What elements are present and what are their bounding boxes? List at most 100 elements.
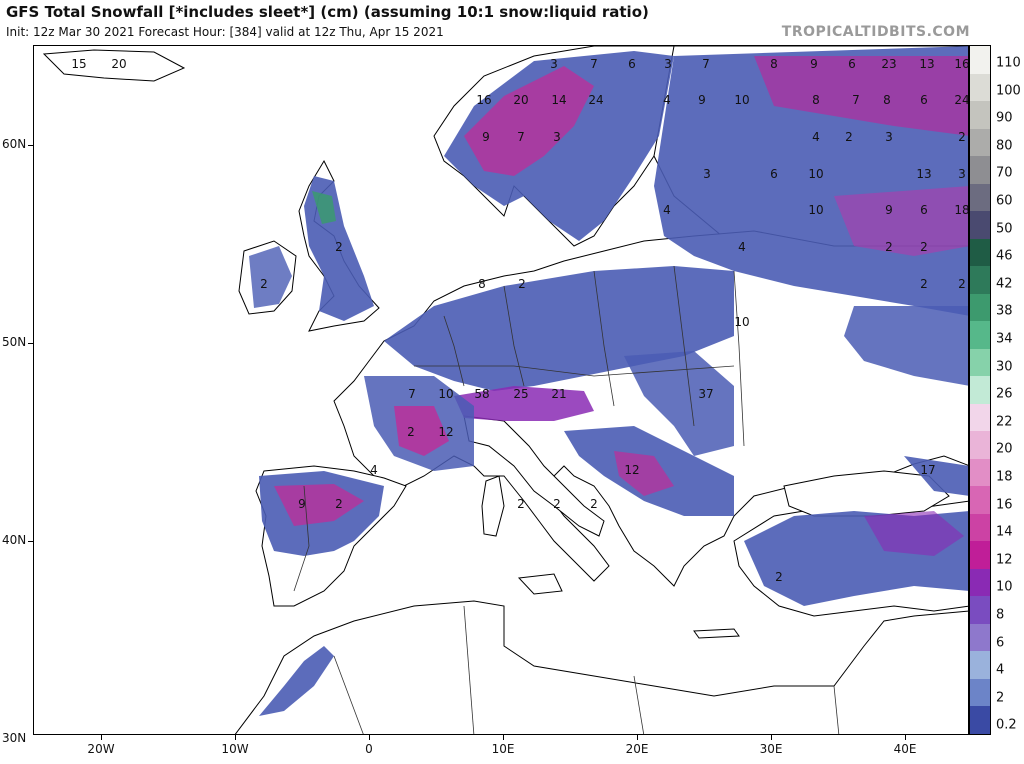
snowfall-value-label: 2 bbox=[920, 277, 928, 291]
snow-iberia-core bbox=[274, 484, 364, 526]
border-line bbox=[673, 265, 695, 427]
snowfall-value-label: 24 bbox=[954, 93, 969, 107]
border-line bbox=[443, 315, 465, 387]
snow-atlas bbox=[259, 646, 334, 716]
colorbar-level-label: 70 bbox=[996, 165, 1013, 181]
snowfall-value-label: 10 bbox=[808, 203, 823, 217]
map-title: GFS Total Snowfall [*includes sleet*] (c… bbox=[6, 3, 649, 21]
colorbar-level-label: 42 bbox=[996, 276, 1013, 292]
snowfall-value-label: 2 bbox=[590, 497, 598, 511]
snowfall-value-label: 20 bbox=[111, 57, 126, 71]
lon-label-40e: 40E bbox=[893, 742, 917, 756]
snowfall-value-label: 15 bbox=[71, 57, 86, 71]
snowfall-value-label: 12 bbox=[624, 463, 639, 477]
snowfall-value-label: 6 bbox=[628, 57, 636, 71]
snowfall-value-label: 8 bbox=[883, 93, 891, 107]
colorbar-cell bbox=[970, 128, 990, 157]
lon-tick bbox=[771, 735, 772, 740]
snow-russia-core bbox=[754, 56, 968, 136]
snowfall-value-label: 3 bbox=[550, 57, 558, 71]
colorbar-level-label: 20 bbox=[996, 441, 1013, 457]
snowfall-value-label: 6 bbox=[920, 93, 928, 107]
crete-landmass bbox=[693, 628, 740, 639]
lon-tick bbox=[369, 735, 370, 740]
lon-tick bbox=[905, 735, 906, 740]
lat-label-40n: 40N bbox=[2, 533, 27, 547]
snow-balkans-core bbox=[614, 451, 674, 496]
italy-landmass bbox=[463, 415, 605, 537]
snowfall-value-label: 7 bbox=[702, 57, 710, 71]
lon-label-10w: 10W bbox=[221, 742, 249, 756]
colorbar-cell bbox=[970, 266, 990, 294]
snowfall-value-label: 3 bbox=[885, 130, 893, 144]
snowfall-value-label: 13 bbox=[919, 57, 934, 71]
snowfall-value-label: 4 bbox=[738, 240, 746, 254]
colorbar-cell bbox=[970, 596, 990, 624]
snowfall-value-label: 12 bbox=[438, 425, 453, 439]
colorbar-level-label: 18 bbox=[996, 469, 1013, 485]
snowfall-value-label: 18 bbox=[954, 203, 969, 217]
lon-tick bbox=[101, 735, 102, 740]
sardinia-landmass bbox=[481, 475, 505, 537]
colorbar-cell bbox=[970, 513, 990, 542]
snowfall-value-label: 4 bbox=[812, 130, 820, 144]
snowfall-value-label: 3 bbox=[703, 167, 711, 181]
colorbar-level-label: 34 bbox=[996, 331, 1013, 347]
snow-carpathians bbox=[624, 351, 734, 456]
snowfall-value-label: 16 bbox=[476, 93, 491, 107]
snowfall-value-label: 4 bbox=[663, 203, 671, 217]
snowfall-value-label: 2 bbox=[845, 130, 853, 144]
snowfall-value-label: 4 bbox=[663, 93, 671, 107]
snowfall-value-label: 8 bbox=[770, 57, 778, 71]
colorbar-cell bbox=[970, 238, 990, 267]
colorbar-level-label: 10 bbox=[996, 579, 1013, 595]
snowfall-value-label: 10 bbox=[808, 167, 823, 181]
snowfall-map[interactable]: 15 20 3 7 6 3 7 8 9 6 23 13 16 16 20 14 24 4 9 10 8 7 8 6 24 9 7 3 4… bbox=[33, 45, 969, 735]
snowfall-value-label: 6 bbox=[848, 57, 856, 71]
snowfall-value-label: 17 bbox=[920, 463, 935, 477]
lat-tick bbox=[28, 343, 33, 344]
colorbar-level-label: 14 bbox=[996, 524, 1013, 540]
border-line bbox=[733, 270, 745, 447]
lon-label-10e: 10E bbox=[491, 742, 515, 756]
snow-alps bbox=[454, 386, 594, 421]
colorbar-level-label: 30 bbox=[996, 359, 1013, 375]
snowfall-value-label: 4 bbox=[370, 463, 378, 477]
snow-scotland-core bbox=[312, 191, 336, 224]
snowfall-value-label: 13 bbox=[916, 167, 931, 181]
border-line bbox=[463, 605, 475, 734]
snowfall-value-label: 2 bbox=[958, 130, 966, 144]
colorbar-cell bbox=[970, 678, 990, 707]
snowfall-value-label: 2 bbox=[518, 277, 526, 291]
colorbar-cell bbox=[970, 156, 990, 184]
country-borders bbox=[293, 265, 840, 734]
colorbar-cell bbox=[970, 348, 990, 377]
lat-label-30n: 30N bbox=[2, 731, 27, 745]
snowfall-value-label: 6 bbox=[770, 167, 778, 181]
snow-ireland bbox=[249, 246, 292, 308]
colorbar-level-label: 46 bbox=[996, 248, 1013, 264]
snowfall-value-label: 9 bbox=[298, 497, 306, 511]
snowfall-value-label: 3 bbox=[958, 167, 966, 181]
snowfall-value-label: 10 bbox=[438, 387, 453, 401]
colorbar-level-label: 110 bbox=[996, 55, 1021, 71]
lon-label-0: 0 bbox=[365, 742, 373, 756]
colorbar-cell bbox=[970, 486, 990, 514]
north-africa-landmass bbox=[234, 600, 968, 734]
colorbar-cell bbox=[970, 403, 990, 432]
colorbar-level-label: 22 bbox=[996, 414, 1013, 430]
colorbar-cell bbox=[970, 293, 990, 322]
colorbar-level-label: 16 bbox=[996, 497, 1013, 513]
colorbar-level-label: 60 bbox=[996, 193, 1013, 209]
snowfall-value-label: 10 bbox=[734, 93, 749, 107]
snowfall-value-label: 2 bbox=[407, 425, 415, 439]
sicily-landmass bbox=[517, 573, 563, 595]
snowfall-value-label: 8 bbox=[812, 93, 820, 107]
colorbar-cell bbox=[970, 376, 990, 404]
snowfall-value-label: 37 bbox=[698, 387, 713, 401]
snowfall-value-label: 2 bbox=[958, 277, 966, 291]
colorbar-cell bbox=[970, 458, 990, 487]
snowfall-value-label: 23 bbox=[881, 57, 896, 71]
snowfall-value-label: 2 bbox=[775, 570, 783, 584]
